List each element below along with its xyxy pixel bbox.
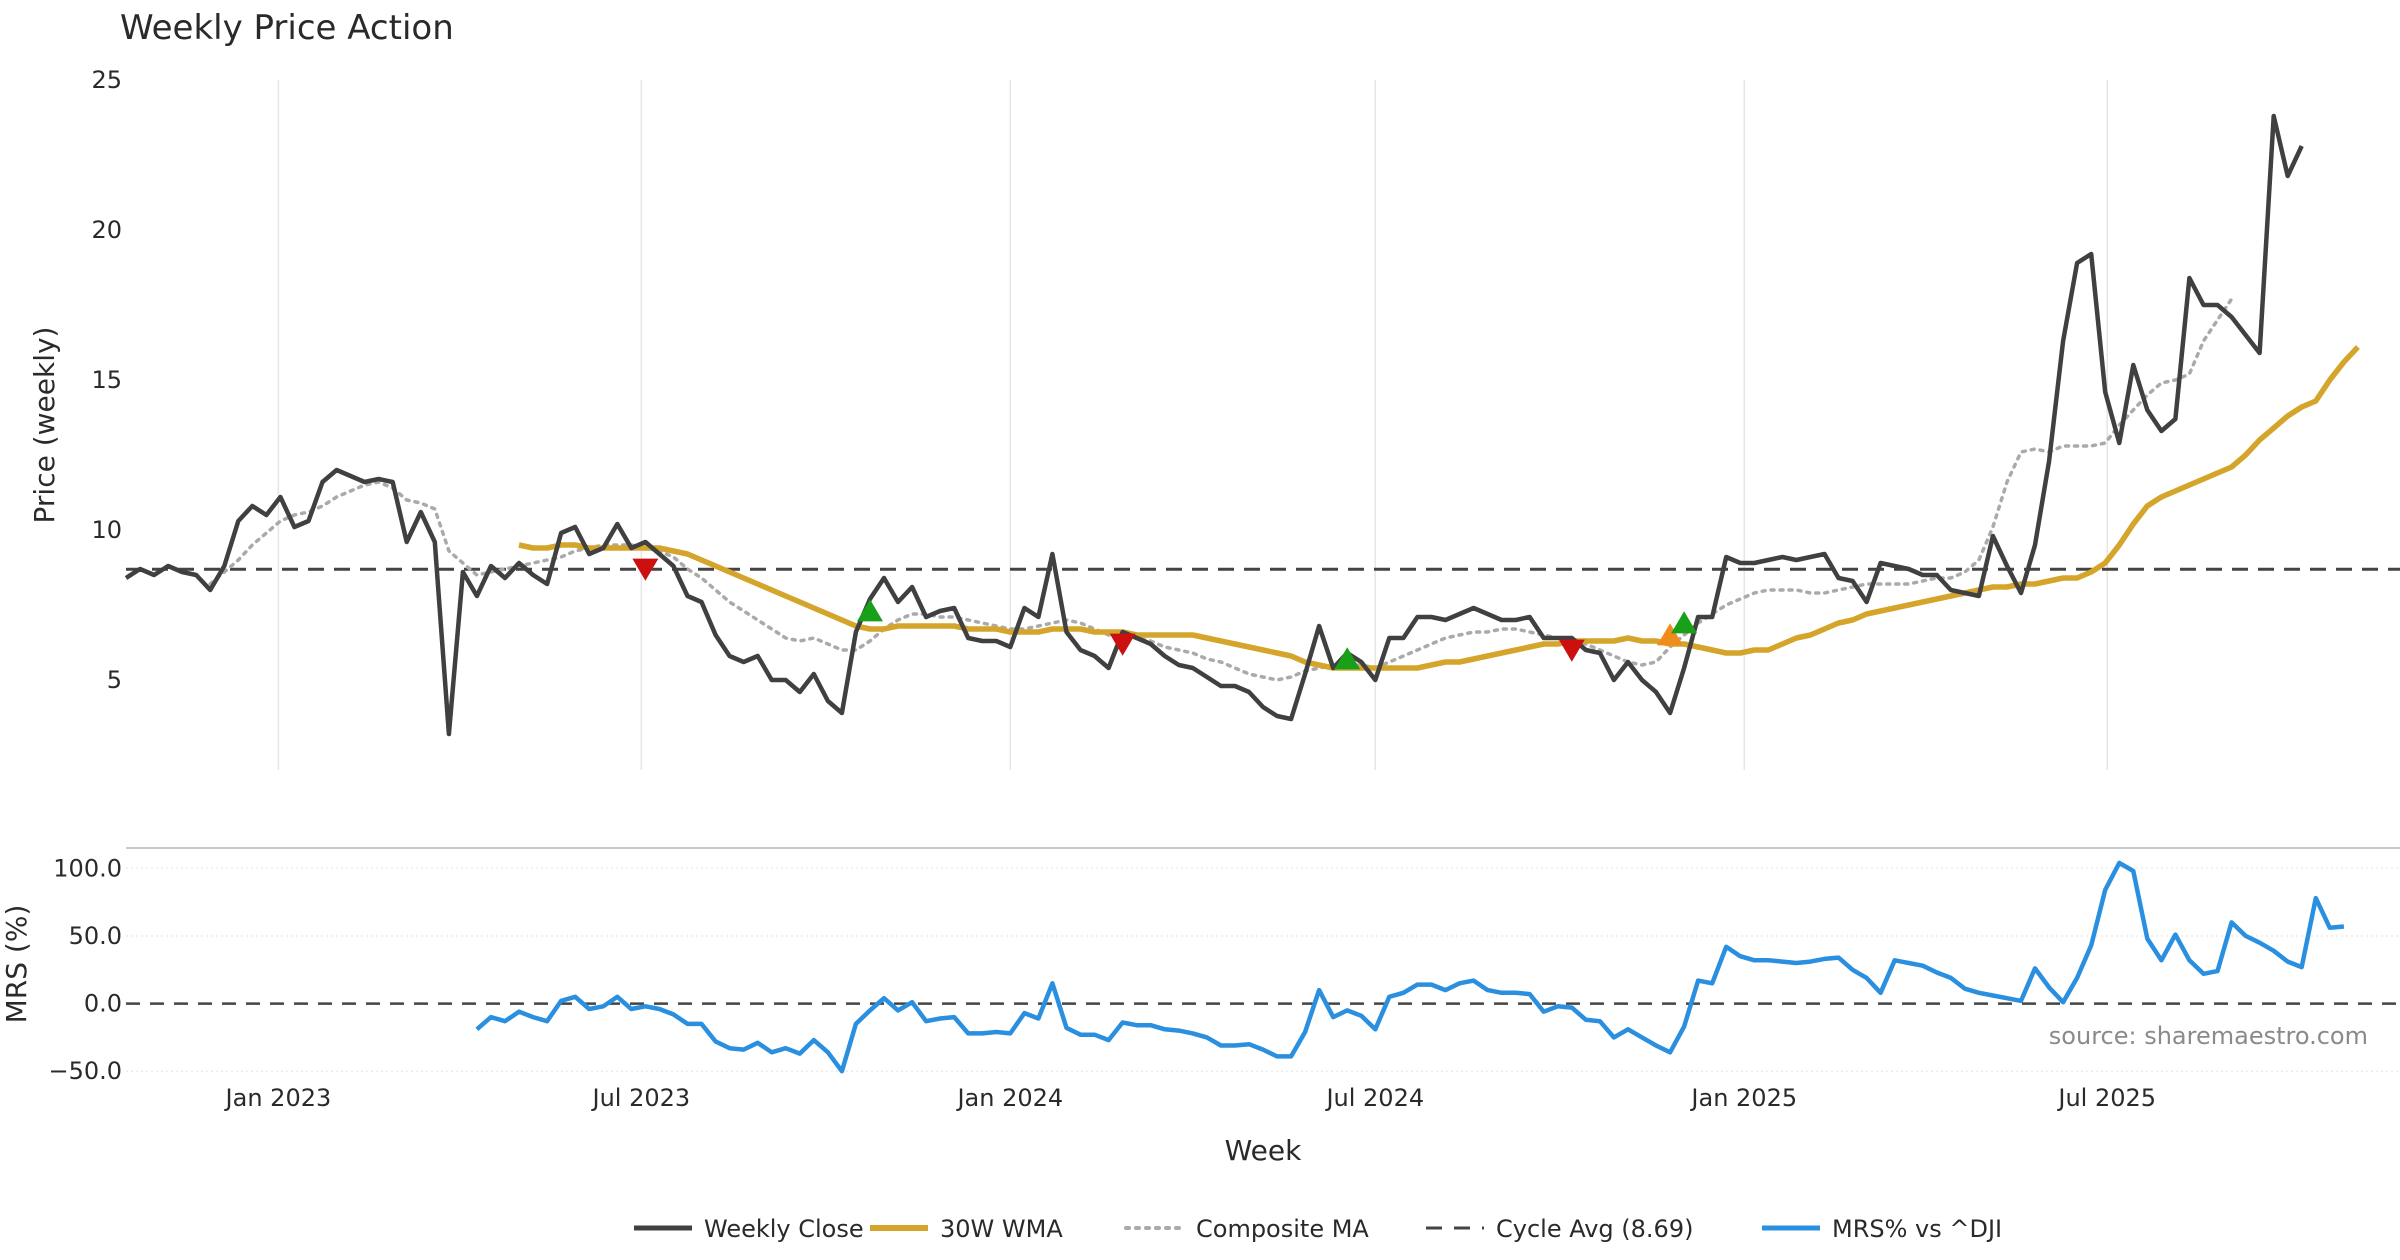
- x-ticks: Jan 2023 Jul 2023 Jan 2024 Jul 2024 Jan 2025…: [224, 1084, 2157, 1112]
- legend-label-mrs: MRS% vs ^DJI: [1832, 1215, 2002, 1243]
- price-y-tick-label: 5: [107, 666, 122, 694]
- price-y-axis-label: Price (weekly): [28, 327, 61, 524]
- price-y-tick-label: 10: [91, 516, 122, 544]
- legend-label-composite: Composite MA: [1196, 1215, 1369, 1243]
- x-tick-label: Jan 2024: [955, 1084, 1063, 1112]
- signal-buy-marker: [1671, 611, 1698, 634]
- legend: Weekly Close 30W WMA Composite MA Cycle Avg…: [634, 1215, 2002, 1243]
- price-y-tick-label: 25: [91, 66, 122, 94]
- series-wma-line: [518, 345, 2360, 671]
- mrs-y-tick-label: 100.0: [53, 854, 122, 882]
- chart-title: Weekly Price Action: [120, 8, 454, 48]
- mrs-grid: [126, 867, 2400, 1072]
- series-composite-line: [208, 297, 2234, 682]
- signal-sell-marker: [1558, 639, 1585, 662]
- mrs-y-ticks: −50.0 0.0 50.0 100.0: [48, 854, 122, 1085]
- signal-warn-marker: [1657, 623, 1684, 646]
- x-tick-label: Jul 2024: [1324, 1084, 1424, 1112]
- legend-label-close: Weekly Close: [704, 1215, 864, 1243]
- x-tick-label: Jul 2023: [591, 1084, 691, 1112]
- legend-label-wma: 30W WMA: [940, 1215, 1063, 1243]
- x-tick-label: Jan 2025: [1689, 1084, 1797, 1112]
- signal-sell-marker: [1109, 633, 1136, 656]
- price-series-layer: [124, 113, 2360, 737]
- x-axis-label: Week: [1225, 1134, 1302, 1167]
- x-tick-label: Jan 2023: [224, 1084, 332, 1112]
- source-label: source: sharemaestro.com: [2049, 1022, 2368, 1050]
- mrs-y-axis-label: MRS (%): [0, 905, 33, 1024]
- price-y-tick-label: 20: [91, 216, 122, 244]
- signal-buy-marker: [1334, 647, 1361, 670]
- mrs-series-layer: [475, 860, 2345, 1074]
- legend-label-cycle: Cycle Avg (8.69): [1496, 1215, 1693, 1243]
- mrs-y-tick-label: −50.0: [48, 1057, 122, 1085]
- mrs-y-tick-label: 50.0: [69, 922, 122, 950]
- price-y-tick-label: 15: [91, 366, 122, 394]
- signal-sell-marker: [632, 558, 659, 581]
- x-tick-label: Jul 2025: [2056, 1084, 2156, 1112]
- series-mrs-line: [475, 860, 2345, 1074]
- mrs-y-tick-label: 0.0: [84, 990, 122, 1018]
- price-y-ticks: 5 10 15 20 25: [91, 66, 122, 694]
- signal-buy-marker: [856, 599, 883, 622]
- series-close-line: [124, 113, 2304, 737]
- signal-markers: [632, 558, 1698, 670]
- price-grid: [277, 80, 2108, 770]
